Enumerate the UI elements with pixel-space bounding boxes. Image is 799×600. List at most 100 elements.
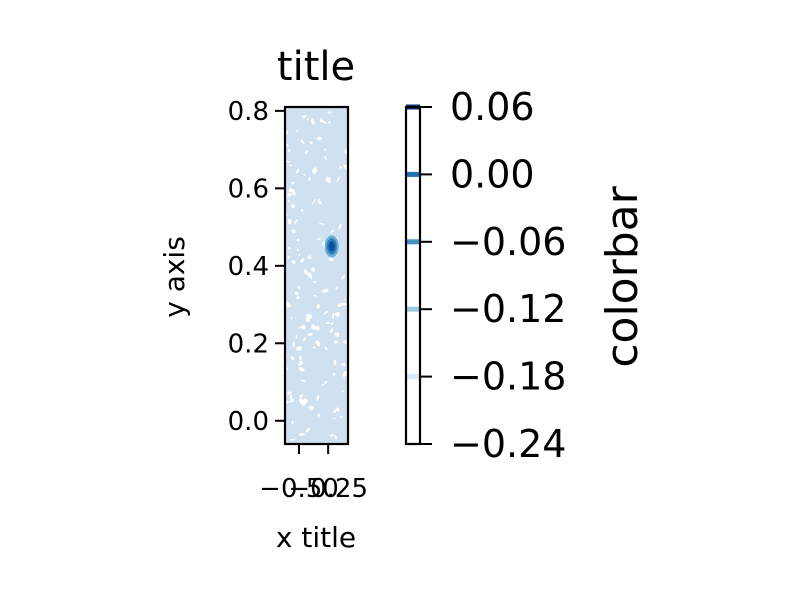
- contour-gap: [291, 189, 296, 196]
- contour-gap: [296, 130, 299, 133]
- contour-gap: [328, 120, 331, 124]
- contour-gap: [285, 302, 291, 308]
- colorbar-ticks: 0.06 0.00 −0.06 −0.12 −0.18 −0.24: [420, 85, 566, 466]
- x-axis-label: x title: [276, 521, 356, 554]
- contour-gap: [290, 394, 293, 399]
- contour-gap: [317, 136, 322, 141]
- contour-gap: [303, 173, 306, 176]
- x-tick-label: −0.50: [259, 474, 339, 504]
- contour-gap: [335, 312, 340, 317]
- y-tick-label: 0.2: [228, 329, 269, 359]
- contour-gap: [300, 258, 305, 263]
- contour-gap: [312, 167, 317, 174]
- x-axis: −0.50−0.25: [259, 444, 368, 504]
- contour-gap: [344, 149, 348, 154]
- contour-gap: [327, 111, 332, 114]
- contour-gap: [287, 255, 290, 259]
- contour-gap: [335, 286, 339, 290]
- contour-gap: [290, 356, 295, 361]
- contour-speckles: [285, 111, 348, 441]
- contour-gap: [299, 357, 302, 361]
- contour-gap: [329, 257, 334, 262]
- contour-gap: [290, 317, 293, 320]
- contour-gap: [291, 260, 296, 264]
- contour-gap: [306, 313, 313, 319]
- contour-gap: [287, 192, 292, 197]
- contour-gap: [309, 141, 313, 145]
- contour-gap: [298, 325, 302, 330]
- contour-gap: [333, 372, 336, 376]
- contour-gap: [341, 275, 345, 280]
- contour-gap: [301, 115, 308, 117]
- contour-gap: [301, 209, 304, 212]
- contour-gap: [318, 201, 322, 205]
- plot-frame: [283, 105, 350, 446]
- contour-gap: [294, 291, 299, 296]
- contour-gap: [304, 150, 308, 155]
- contour-gap: [312, 198, 316, 205]
- contour-gap: [312, 346, 316, 349]
- contour-gap: [307, 255, 312, 260]
- contour-gap: [333, 340, 339, 344]
- chart-title: title: [277, 44, 355, 90]
- plot-area: [285, 107, 348, 444]
- y-tick-label: 0.0: [228, 407, 269, 437]
- contour-gap: [307, 332, 313, 336]
- contour-gap: [333, 409, 337, 414]
- contour-gap: [298, 367, 305, 372]
- y-tick-label: 0.4: [228, 252, 269, 282]
- contour-gap: [342, 370, 348, 377]
- contour-gap: [311, 267, 316, 272]
- contour-gap: [306, 427, 310, 433]
- contour-gap: [296, 238, 300, 242]
- contour-gap: [291, 229, 296, 234]
- y-axis: 0.0 0.2 0.4 0.6 0.8: [228, 97, 285, 437]
- contour-gap: [288, 164, 293, 167]
- contour-gap: [321, 121, 328, 124]
- colorbar-tick-label: 0.06: [450, 85, 535, 129]
- contour-gap: [290, 438, 295, 441]
- contour-gap: [285, 160, 291, 163]
- contour-gap: [316, 304, 321, 309]
- contour-gap: [334, 332, 340, 337]
- contour-gap: [333, 417, 336, 420]
- contour-gap: [344, 298, 346, 300]
- contour-gap: [298, 360, 303, 366]
- contour-gap: [302, 337, 306, 342]
- contour-gap: [291, 420, 294, 425]
- contour-gap: [298, 398, 305, 404]
- contour-gap: [295, 168, 300, 174]
- contour-gap: [323, 381, 327, 384]
- contour-gap: [307, 272, 312, 279]
- contour-gap: [313, 294, 317, 297]
- contour-gap: [339, 166, 342, 169]
- contour-gap: [338, 223, 342, 229]
- contour-gap: [341, 389, 344, 393]
- contour-gap: [341, 363, 346, 367]
- contour-gap: [299, 394, 303, 398]
- contour-gap: [337, 302, 344, 307]
- contour-gap: [287, 247, 291, 250]
- contour-gap: [310, 324, 316, 330]
- contour-gap: [288, 148, 291, 153]
- contour-gap: [322, 383, 325, 386]
- contour-gap: [330, 322, 334, 325]
- contour-gap: [321, 288, 329, 293]
- contour-gap: [326, 322, 331, 325]
- contour-gap: [330, 229, 334, 233]
- contour-gap: [325, 177, 331, 183]
- contour-fill: [285, 107, 348, 444]
- contour-gap: [343, 163, 347, 170]
- contour-gap: [313, 280, 317, 284]
- contour-gap: [296, 296, 300, 299]
- contour-gap: [323, 310, 329, 315]
- contour-gap: [290, 181, 295, 185]
- contour-gap: [300, 139, 305, 145]
- y-axis-label: y axis: [158, 236, 191, 318]
- colorbar-tick-label: −0.24: [450, 422, 566, 466]
- contour-gap: [288, 188, 293, 193]
- contour-gap: [317, 414, 321, 417]
- contour-gap: [303, 398, 308, 404]
- contour-gap: [318, 222, 325, 225]
- contour-gap: [311, 118, 315, 125]
